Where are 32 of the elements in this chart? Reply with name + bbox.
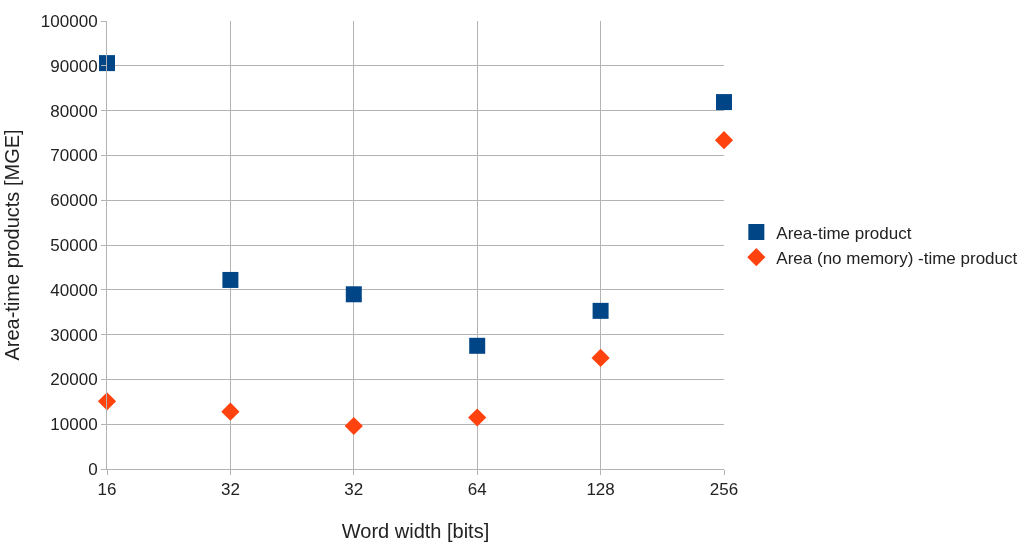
x-tick-label: 16 [97,480,117,500]
point [345,286,362,303]
y-tick-label: 100000 [40,11,98,31]
point [716,94,732,111]
y-tick-label: 20000 [50,370,98,390]
point [222,271,239,288]
x-axis-title: Word width [bits] [341,519,490,542]
y-axis-title: Area-time products [MGE] [1,129,24,361]
y-tick-label: 90000 [50,56,98,76]
y-tick-label: 80000 [50,101,98,121]
y-tick-label: 40000 [50,280,98,300]
y-tick-label: 0 [88,459,98,479]
point [591,348,610,367]
point [468,408,487,427]
point [714,131,734,150]
legend-label: Area (no memory) -time product [776,248,1018,268]
x-tick-label: 256 [709,480,739,500]
legend-label: Area-time product [776,223,912,243]
point [99,55,115,72]
y-tick-label: 30000 [50,325,98,345]
point [592,302,609,319]
y-tick-label: 70000 [50,146,98,166]
point [344,416,363,436]
x-tick-label: 64 [467,480,487,500]
x-tick-label: 32 [220,480,240,500]
y-tick-label: 50000 [50,235,98,255]
x-tick-label: 128 [586,480,615,500]
x-tick-label: 32 [344,480,364,500]
y-tick-label: 60000 [50,191,98,211]
y-tick-label: 10000 [50,415,98,435]
point [221,402,240,421]
point [469,337,486,354]
